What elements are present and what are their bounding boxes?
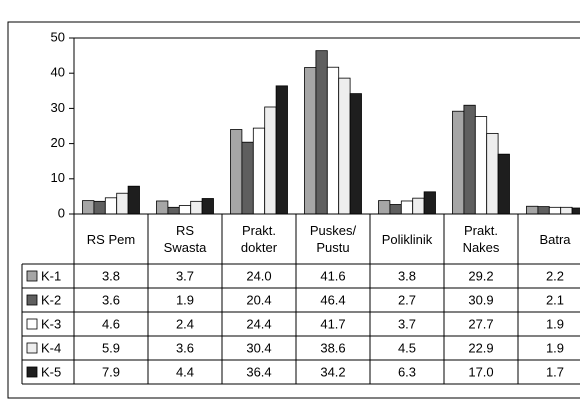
table-value: 1.7 (546, 364, 564, 379)
legend-label: K-2 (41, 292, 61, 307)
bar (315, 50, 328, 215)
table-value: 17.0 (468, 364, 493, 379)
bar (252, 127, 266, 215)
bar (537, 206, 550, 215)
table-value: 3.8 (398, 268, 416, 283)
table-value: 38.6 (320, 340, 345, 355)
x-tick-label: Batra (539, 231, 571, 247)
table-value: 3.6 (102, 292, 120, 307)
bar (412, 197, 425, 215)
bar (526, 205, 539, 215)
table-value: 34.2 (320, 364, 345, 379)
bar (338, 77, 351, 215)
bar (423, 191, 436, 215)
legend-key (26, 318, 38, 330)
x-tick-label: RS Pem (86, 231, 136, 247)
legend-key (26, 270, 38, 282)
bar (486, 132, 499, 215)
table-value: 2.4 (176, 316, 194, 331)
table-value: 24.4 (246, 316, 271, 331)
bar (264, 106, 277, 215)
table-value: 20.4 (246, 292, 271, 307)
table-value: 5.9 (102, 340, 120, 355)
x-tick-label: Prakt. dokter (240, 223, 278, 255)
bar (349, 93, 362, 215)
table-value: 1.9 (176, 292, 194, 307)
table-value: 7.9 (102, 364, 120, 379)
legend-label: K-5 (41, 364, 61, 379)
legend-key (26, 366, 38, 378)
bar (178, 205, 192, 215)
bar (82, 200, 95, 215)
table-value: 4.6 (102, 316, 120, 331)
table-value: 46.4 (320, 292, 345, 307)
y-tick-label: 0 (58, 205, 65, 220)
bar (497, 153, 510, 215)
table-value: 1.9 (546, 316, 564, 331)
bar (463, 104, 476, 215)
y-tick-label: 40 (51, 65, 65, 80)
bar (127, 185, 140, 215)
y-tick-label: 10 (51, 170, 65, 185)
bar (156, 200, 169, 215)
legend-key (26, 294, 38, 306)
bar (304, 67, 317, 215)
bar (560, 206, 573, 215)
table-value: 29.2 (468, 268, 493, 283)
y-tick-label: 30 (51, 100, 65, 115)
table-value: 4.5 (398, 340, 416, 355)
table-value: 6.3 (398, 364, 416, 379)
table-value: 36.4 (246, 364, 271, 379)
legend-label: K-3 (41, 316, 61, 331)
x-tick-label: Poliklinik (381, 231, 433, 247)
x-tick-label: Puskes/ Pustu (309, 223, 357, 255)
table-value: 3.6 (176, 340, 194, 355)
table-value: 41.7 (320, 316, 345, 331)
bar (548, 206, 562, 215)
table-value: 3.7 (398, 316, 416, 331)
table-value: 2.7 (398, 292, 416, 307)
table-value: 3.8 (102, 268, 120, 283)
bar (389, 204, 402, 215)
bar (400, 200, 414, 215)
legend-key (26, 342, 38, 354)
bar (275, 85, 288, 215)
table-value: 22.9 (468, 340, 493, 355)
x-tick-label: RS Swasta (163, 223, 207, 255)
table-value: 30.4 (246, 340, 271, 355)
bar (241, 141, 254, 215)
bar (378, 200, 391, 215)
table-value: 1.9 (546, 340, 564, 355)
y-tick-label: 20 (51, 135, 65, 150)
table-value: 2.2 (546, 268, 564, 283)
bar (93, 200, 106, 215)
bar (230, 129, 243, 215)
legend-label: K-4 (41, 340, 61, 355)
bar (452, 110, 465, 215)
table-value: 24.0 (246, 268, 271, 283)
bar (474, 116, 488, 215)
bar (167, 206, 180, 215)
table-value: 3.7 (176, 268, 194, 283)
table-value: 41.6 (320, 268, 345, 283)
bar (104, 197, 118, 215)
table-value: 27.7 (468, 316, 493, 331)
x-tick-label: Prakt. Nakes (462, 223, 500, 255)
bar (116, 192, 129, 215)
table-value: 2.1 (546, 292, 564, 307)
legend-label: K-1 (41, 268, 61, 283)
bar (201, 198, 214, 215)
bar (326, 66, 340, 215)
y-tick-label: 50 (51, 29, 65, 44)
bar (190, 200, 203, 215)
table-value: 30.9 (468, 292, 493, 307)
table-value: 4.4 (176, 364, 194, 379)
